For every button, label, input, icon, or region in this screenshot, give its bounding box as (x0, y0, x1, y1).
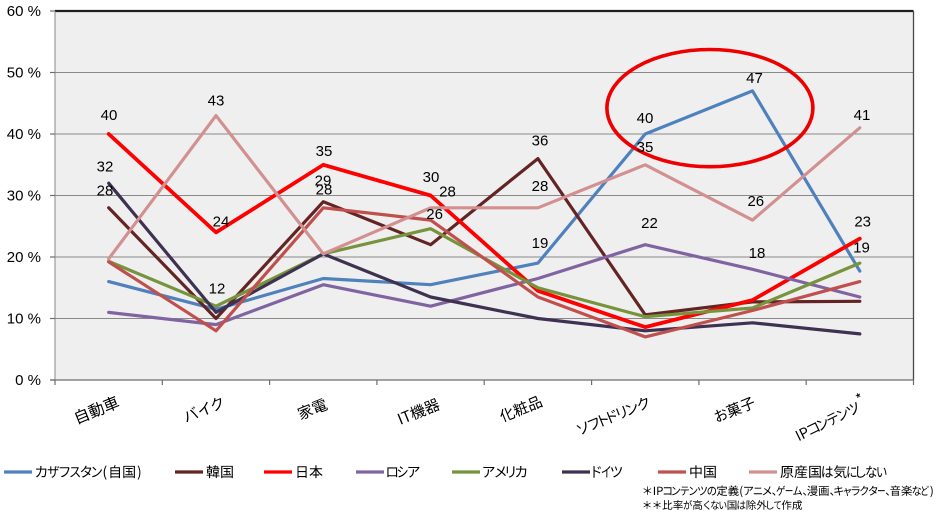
svg-text:12: 12 (209, 281, 226, 298)
svg-text:23: 23 (854, 214, 871, 231)
svg-text:30: 30 (423, 169, 440, 186)
svg-text:22: 22 (641, 215, 658, 232)
svg-text:40 %: 40 % (7, 126, 41, 143)
svg-text:26: 26 (426, 206, 443, 223)
svg-text:28: 28 (439, 183, 456, 200)
svg-text:0 %: 0 % (15, 372, 41, 389)
svg-text:40: 40 (101, 107, 118, 124)
svg-text:36: 36 (532, 133, 549, 150)
svg-text:30 %: 30 % (7, 188, 41, 205)
svg-text:47: 47 (746, 70, 763, 87)
svg-text:20 %: 20 % (7, 249, 41, 266)
svg-text:24: 24 (213, 214, 230, 231)
svg-text:60 %: 60 % (7, 3, 41, 20)
svg-text:50 %: 50 % (7, 65, 41, 82)
svg-text:43: 43 (208, 93, 225, 110)
svg-text:32: 32 (97, 159, 114, 176)
svg-text:10 %: 10 % (7, 311, 41, 328)
svg-text:28: 28 (532, 178, 549, 195)
svg-text:26: 26 (747, 193, 764, 210)
svg-text:18: 18 (749, 245, 766, 262)
svg-text:41: 41 (854, 107, 871, 124)
svg-text:40: 40 (637, 110, 654, 127)
svg-text:19: 19 (532, 235, 549, 252)
svg-text:28: 28 (316, 182, 333, 199)
svg-text:35: 35 (637, 139, 654, 156)
svg-text:19: 19 (853, 240, 870, 257)
svg-text:35: 35 (316, 143, 333, 160)
svg-text:29: 29 (315, 173, 332, 190)
svg-text:28: 28 (97, 183, 114, 200)
